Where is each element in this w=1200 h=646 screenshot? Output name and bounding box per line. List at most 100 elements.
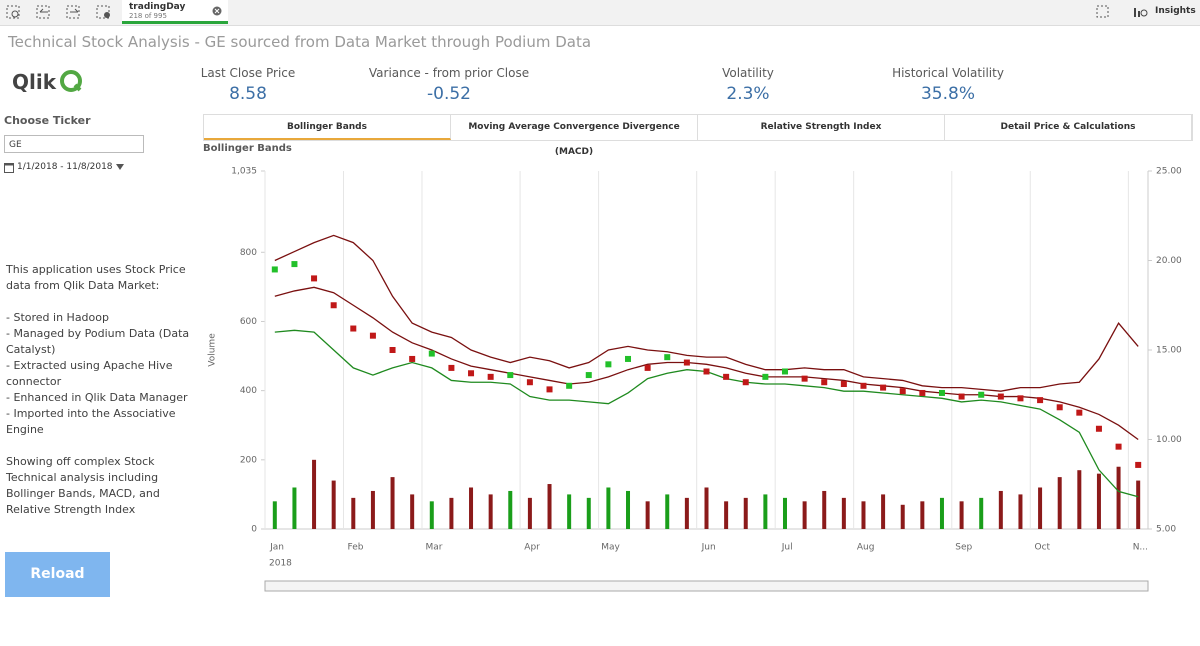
- price-marker: [723, 373, 730, 380]
- toolbar: tradingDay 218 of 995 Insights: [0, 0, 1200, 26]
- ticker-input[interactable]: GE: [4, 135, 144, 153]
- tab[interactable]: Bollinger Bands: [204, 115, 451, 140]
- volume-bar: [272, 501, 277, 529]
- volume-bar: [292, 487, 297, 529]
- y-axis-label: Volume: [208, 333, 218, 367]
- volume-bar: [586, 497, 591, 529]
- price-marker: [1115, 443, 1122, 450]
- kpi-label: Volatility: [722, 66, 774, 80]
- price-marker: [1076, 409, 1083, 416]
- x-tick-label: Oct: [1034, 543, 1050, 553]
- volume-bar: [724, 501, 729, 529]
- volume-bar: [782, 497, 787, 529]
- volume-bar: [881, 494, 886, 529]
- price-marker: [311, 275, 318, 282]
- price-marker: [1037, 397, 1044, 404]
- band-line: [274, 329, 1139, 498]
- selection-chip[interactable]: tradingDay 218 of 995: [122, 0, 228, 24]
- volume-bar: [822, 490, 827, 529]
- price-marker: [448, 364, 455, 371]
- selection-count: 218 of 995: [129, 12, 167, 20]
- volume-bar: [331, 480, 336, 529]
- price-marker: [625, 355, 632, 362]
- volume-bar: [802, 501, 807, 529]
- price-marker: [487, 373, 494, 380]
- close-chip-icon[interactable]: [212, 6, 222, 16]
- x-tick-label: Feb: [348, 543, 364, 553]
- item-text: - Enhanced in Qlik Data Manager: [6, 391, 188, 404]
- price-marker: [507, 372, 514, 379]
- volume-bar: [567, 494, 572, 529]
- volume-bar: [508, 490, 513, 529]
- scroll-thumb[interactable]: [264, 580, 1149, 592]
- price-marker: [919, 389, 926, 396]
- price-marker: [978, 391, 985, 398]
- price-marker: [271, 266, 278, 273]
- volume-bar: [979, 497, 984, 529]
- kpi-label: Last Close Price: [200, 66, 296, 80]
- price-marker: [742, 379, 749, 386]
- dropdown-arrow[interactable]: [116, 164, 124, 170]
- volume-bar: [390, 477, 395, 529]
- item-text: - Stored in Hadoop: [6, 311, 109, 324]
- intro-text: This application uses Stock Price data f…: [6, 263, 186, 292]
- y-tick-label: 600: [240, 317, 257, 327]
- kpi-label: Historical Volatility: [892, 66, 1004, 80]
- clear-icon[interactable]: [94, 3, 116, 21]
- volume-bar: [900, 504, 905, 529]
- volume-bar: [1057, 477, 1062, 529]
- tab[interactable]: Relative Strength Index: [698, 115, 945, 140]
- y-tick-label: 800: [240, 248, 257, 258]
- lasso-icon[interactable]: [1093, 3, 1115, 21]
- item-list: - Stored in Hadoop - Managed by Podium Da…: [6, 310, 196, 438]
- reload-button[interactable]: Reload: [5, 552, 110, 597]
- x-tick-label: Jun: [701, 543, 716, 553]
- x-tick-label: Apr: [524, 543, 540, 553]
- volume-bar: [1136, 480, 1141, 529]
- price-marker: [546, 386, 553, 393]
- x-tick-label: Jul: [781, 543, 793, 553]
- price-marker: [566, 382, 573, 389]
- y-tick-label: 200: [240, 455, 257, 465]
- sheet-title: Technical Stock Analysis - GE sourced fr…: [8, 33, 592, 51]
- price-marker: [369, 332, 376, 339]
- price-marker: [997, 393, 1004, 400]
- price-marker: [938, 389, 945, 396]
- kpi-value: -0.52: [427, 84, 471, 104]
- forward-icon[interactable]: [64, 3, 86, 21]
- scroll-track: [264, 580, 1149, 592]
- tab[interactable]: Detail Price & Calculations: [945, 115, 1192, 140]
- price-marker: [958, 393, 965, 400]
- volume-bar: [312, 459, 317, 529]
- price-marker: [350, 325, 357, 332]
- price-marker: [526, 379, 533, 386]
- price-marker: [703, 368, 710, 375]
- x-tick-label: Jan: [269, 543, 284, 553]
- kpi-value: 8.58: [229, 84, 267, 104]
- tab[interactable]: Moving Average Convergence Divergence (M…: [451, 115, 698, 157]
- band-line: [274, 234, 1139, 392]
- calendar-icon: [4, 163, 14, 173]
- volume-bar: [351, 497, 356, 529]
- y2-tick-label: 15.00: [1156, 346, 1182, 356]
- y2-tick-label: 25.00: [1156, 167, 1182, 177]
- chart-title: Bollinger Bands: [203, 143, 292, 154]
- volume-bar: [1038, 487, 1043, 529]
- volume-bar: [1018, 494, 1023, 529]
- price-marker: [1017, 395, 1024, 402]
- back-icon[interactable]: [34, 3, 56, 21]
- volume-bar: [920, 501, 925, 529]
- price-marker: [428, 350, 435, 357]
- date-range[interactable]: 1/1/2018 - 11/8/2018: [17, 162, 113, 172]
- insights-button[interactable]: Insights: [1155, 6, 1196, 16]
- insights-icon: [1134, 8, 1148, 17]
- price-marker: [899, 388, 906, 395]
- smart-search-icon[interactable]: [4, 3, 26, 21]
- logo-text: Qlik: [12, 70, 57, 94]
- item-text: - Managed by Podium Data (Data Catalyst): [6, 327, 190, 356]
- price-marker: [840, 381, 847, 388]
- x-axis-label: 2018: [269, 559, 292, 569]
- price-marker: [821, 379, 828, 386]
- price-marker: [468, 370, 475, 377]
- item-text: - Extracted using Apache Hive connector: [6, 359, 173, 388]
